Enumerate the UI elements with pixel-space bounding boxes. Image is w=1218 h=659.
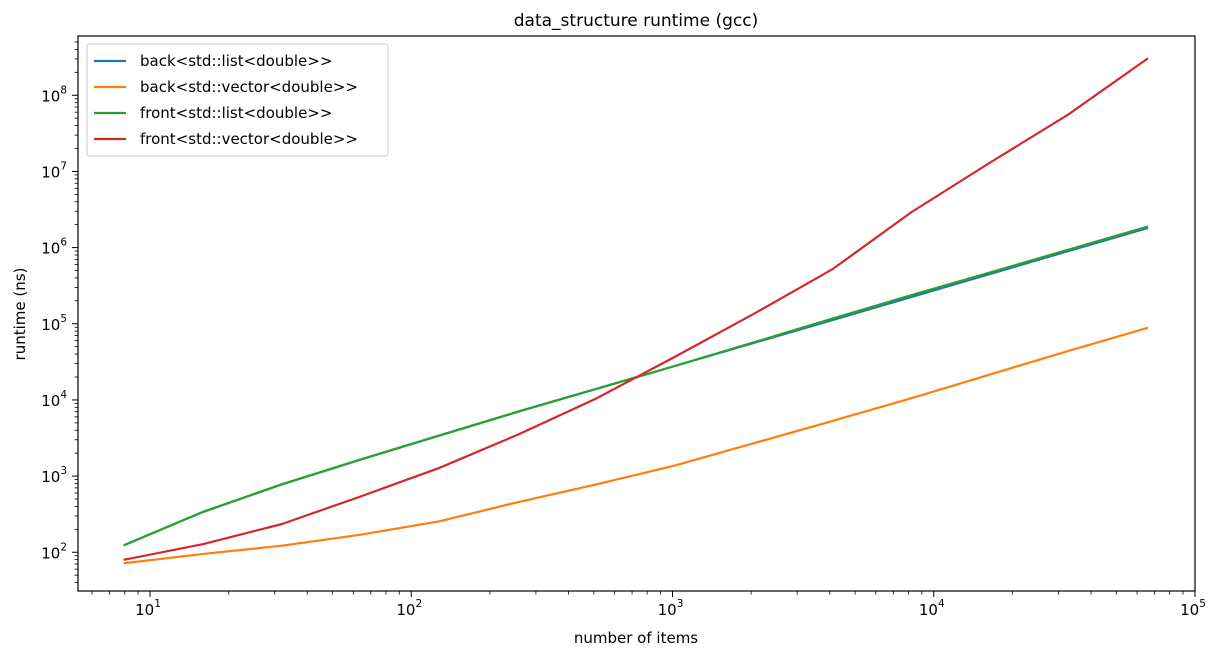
x-tick-label: 104 <box>919 598 945 619</box>
legend-label-0: back<std::list<double>> <box>140 52 332 70</box>
x-tick-label: 103 <box>658 598 684 619</box>
y-tick-label: 105 <box>41 313 67 334</box>
plot-frame <box>77 35 1196 592</box>
x-axis-label: number of items <box>574 629 698 647</box>
y-tick-label: 107 <box>41 160 67 181</box>
legend: back<std::list<double>>back<std::vector<… <box>86 43 389 157</box>
x-tick-label: 105 <box>1180 598 1206 619</box>
y-tick-label: 104 <box>41 389 67 410</box>
legend-box <box>86 43 389 157</box>
legend-label-3: front<std::vector<double>> <box>140 130 358 148</box>
legend-label-1: back<std::vector<double>> <box>140 78 358 96</box>
y-tick-label: 106 <box>41 237 67 258</box>
chart-title: data_structure runtime (gcc) <box>514 11 758 31</box>
axes: 101 102 103 104 105 102 103 104 105 106 107 108 <box>41 41 1206 619</box>
y-tick-label: 102 <box>41 541 67 562</box>
x-tick-label: 101 <box>135 598 161 619</box>
series-line-1 <box>123 326 1149 565</box>
x-tick-label: 102 <box>396 598 422 619</box>
series-line-3 <box>123 57 1149 561</box>
y-axis-label: runtime (ns) <box>11 268 29 361</box>
y-tick-label: 103 <box>41 465 67 486</box>
legend-items: back<std::list<double>>back<std::vector<… <box>94 52 358 148</box>
legend-label-2: front<std::list<double>> <box>140 104 332 122</box>
series-lines <box>123 57 1149 565</box>
y-tick-label: 108 <box>41 84 67 105</box>
